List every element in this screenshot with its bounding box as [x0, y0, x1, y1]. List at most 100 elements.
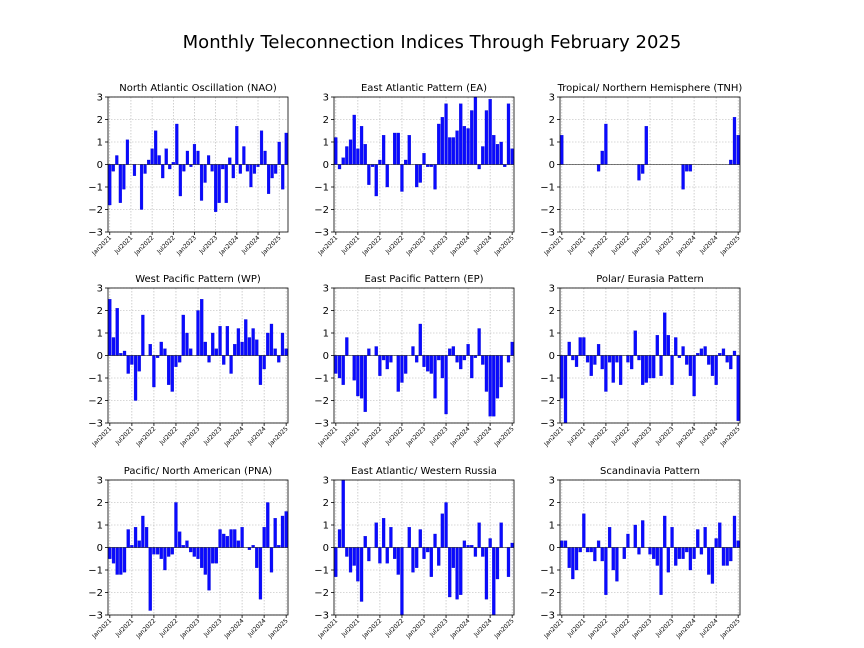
bar [147, 159, 151, 165]
bar [404, 355, 408, 374]
x-tick-label: Jul2021 [113, 234, 135, 256]
bar [334, 137, 338, 165]
bar [233, 529, 237, 548]
bar [404, 159, 408, 165]
x-tick-label: Jan2023 [175, 234, 198, 257]
x-tick-label: Jan2025 [719, 234, 742, 257]
bar [240, 527, 244, 548]
bar [506, 103, 511, 165]
bar [685, 164, 689, 172]
bar [163, 348, 167, 356]
bar [604, 123, 608, 165]
y-tick-label: −3 [88, 419, 103, 430]
bar [615, 547, 619, 582]
bar [163, 547, 167, 571]
chart-panel-3: West Pacific Pattern (WP) −3 −2 −1 0 1 2 3 Jan20… [88, 274, 289, 448]
bar [455, 547, 459, 600]
x-tick-label: Jul2024 [472, 425, 494, 447]
bar [600, 150, 604, 165]
axes-frame [559, 479, 741, 616]
bar [729, 355, 733, 370]
y-tick-label: −1 [88, 374, 103, 385]
bar [266, 502, 270, 548]
bar [462, 126, 467, 165]
bar [122, 547, 127, 573]
bar [473, 355, 478, 358]
y-tick-label: 0 [549, 351, 555, 362]
bar [363, 355, 367, 412]
bar [641, 164, 645, 174]
bar [652, 355, 656, 379]
bar [600, 355, 604, 370]
bar [578, 547, 582, 553]
bar [132, 164, 137, 176]
bar [732, 350, 737, 356]
bar [418, 529, 422, 548]
bar [718, 353, 722, 356]
bar [440, 117, 444, 165]
y-tick-label: −2 [540, 588, 555, 599]
bar [133, 355, 138, 401]
bar [125, 139, 129, 165]
bar [181, 314, 185, 356]
bar [440, 355, 444, 379]
bar [207, 547, 211, 591]
bar [455, 130, 459, 165]
x-tick-label: Jul2024 [698, 234, 720, 256]
bar [229, 529, 233, 548]
y-tick-label: −1 [314, 183, 329, 194]
bar [225, 326, 230, 356]
axes-frame [559, 287, 741, 424]
y-tick-label: −3 [314, 228, 329, 239]
bar [732, 117, 737, 165]
x-tick-label: Jan2022 [360, 617, 383, 640]
bar [367, 348, 371, 356]
bar [258, 547, 263, 600]
y-tick-label: 3 [97, 93, 103, 104]
bar [273, 518, 277, 548]
bar [492, 135, 496, 165]
bar [352, 355, 356, 381]
y-tick-label: 0 [97, 351, 103, 362]
bar [200, 299, 204, 356]
bar [492, 547, 496, 616]
x-tick-label: Jan2022 [134, 617, 157, 640]
bar [267, 164, 271, 194]
bar [560, 355, 564, 399]
bar [374, 522, 378, 548]
bar [600, 547, 604, 562]
bar [210, 164, 214, 172]
bar [263, 150, 267, 165]
y-tick-label: −2 [540, 396, 555, 407]
bar [437, 355, 441, 361]
bar [181, 545, 185, 548]
bar [218, 326, 222, 356]
bar [141, 515, 145, 548]
bar [178, 531, 182, 548]
bar [159, 547, 163, 559]
bar [648, 547, 652, 555]
bar [381, 518, 386, 548]
x-tick-label: Jan2022 [586, 617, 609, 640]
panel-title: East Atlantic/ Western Russia [351, 466, 497, 477]
bar [466, 344, 470, 356]
bar [495, 355, 500, 399]
bar [348, 547, 353, 573]
x-tick-label: Jul2021 [566, 425, 588, 447]
y-tick-label: 2 [323, 115, 329, 126]
bar [696, 529, 700, 548]
bar [567, 547, 571, 568]
bar [732, 515, 737, 548]
x-tick-label: Jan2023 [404, 617, 427, 640]
x-tick-label: Jul2023 [197, 234, 219, 256]
axes-frame [107, 479, 289, 616]
bar [141, 314, 145, 356]
bar [444, 355, 448, 415]
bar [207, 355, 211, 363]
bar [578, 337, 582, 356]
chart-panel-6: Pacific/ North American (PNA) −3 −2 −1 0 1 2 3 J… [88, 466, 289, 640]
bar [481, 146, 485, 165]
y-tick-label: 1 [97, 329, 103, 340]
bar [571, 355, 575, 361]
panel-title: Tropical/ Northern Hemisphere (TNH) [557, 83, 743, 94]
